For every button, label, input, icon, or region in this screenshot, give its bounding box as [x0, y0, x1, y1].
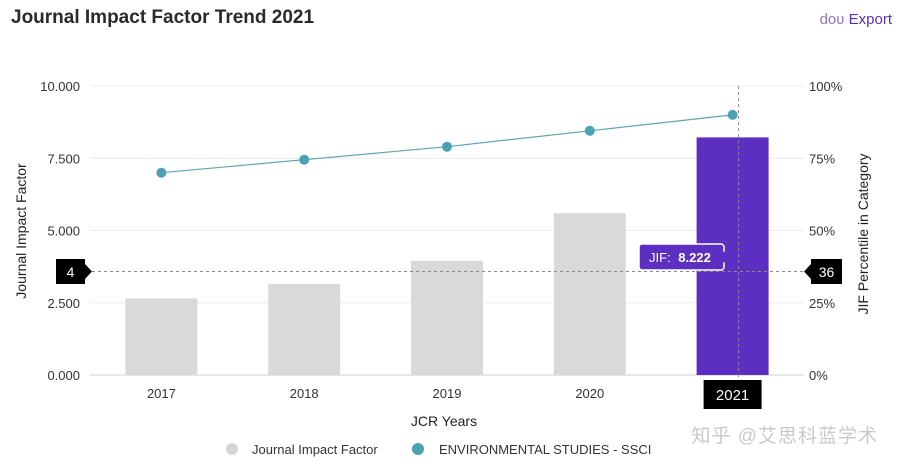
series-point	[299, 154, 310, 165]
tooltip-label: JIF:	[649, 250, 671, 265]
series-point	[156, 167, 167, 178]
axes: 0.000 0% 2.500 25% 5.000 50% 7.500 75% 10.000 100…	[40, 79, 843, 409]
x-tick-label: 2018	[290, 386, 319, 401]
y-tick-label: 5.000	[47, 224, 80, 239]
page-title: Journal Impact Factor Trend 2021	[11, 7, 315, 28]
legend: Journal Impact Factor ENVIRONMENTAL STUD…	[226, 442, 651, 457]
y-tick-label: 7.500	[47, 151, 80, 166]
x-tick-label: 2019	[433, 386, 462, 401]
y2-tick-label: 100%	[809, 79, 843, 94]
series-point	[442, 141, 452, 152]
y2-axis-title: JIF Percentile in Category	[855, 153, 871, 314]
bar	[411, 260, 483, 375]
crosshair-right-value: 36	[819, 264, 835, 280]
x-tick-highlight-box	[703, 380, 762, 409]
export-button[interactable]: doʋ Export	[820, 11, 892, 28]
y2-tick-label: 75%	[809, 151, 835, 166]
y2-tick-label: 25%	[809, 296, 835, 311]
bar	[268, 283, 341, 375]
bar-series	[125, 137, 769, 375]
tooltip: JIF: 8.222	[638, 243, 731, 271]
crosshair	[92, 86, 804, 382]
x-tick-label: 2017	[147, 386, 176, 401]
line-series	[156, 109, 738, 178]
y2-tick-label: 50%	[809, 224, 835, 239]
series-point	[727, 109, 738, 120]
bar	[125, 298, 198, 375]
y2-tick-label: 0%	[809, 368, 828, 383]
y-tick-label: 10.000	[40, 79, 80, 94]
y-tick-label: 2.500	[47, 296, 80, 311]
crosshair-left-marker: 4	[56, 259, 92, 284]
legend-label-category: ENVIRONMENTAL STUDIES - SSCI	[439, 442, 651, 457]
crosshair-left-value: 4	[67, 264, 75, 280]
watermark-text: 知乎 @艾思科蓝学术	[691, 426, 878, 447]
export-prefix: doʋ	[819, 11, 845, 28]
y-tick-label: 0.000	[47, 368, 80, 383]
tooltip-value: 8.222	[678, 250, 711, 265]
y-axis-title: Journal Impact Factor	[13, 163, 29, 299]
svg-text:JIF: 8.222: JIF: 8.222	[649, 250, 711, 265]
x-tick-label: 2021	[716, 387, 749, 404]
legend-swatch-jif	[226, 443, 238, 455]
export-label: Export	[848, 11, 892, 28]
crosshair-right-marker: 36	[804, 259, 842, 284]
series-point	[584, 125, 595, 136]
x-tick-label: 2020	[575, 386, 604, 401]
legend-swatch-category	[412, 443, 424, 455]
bar	[553, 213, 626, 375]
legend-label-jif: Journal Impact Factor	[252, 442, 378, 457]
x-axis-title: JCR Years	[411, 413, 477, 429]
